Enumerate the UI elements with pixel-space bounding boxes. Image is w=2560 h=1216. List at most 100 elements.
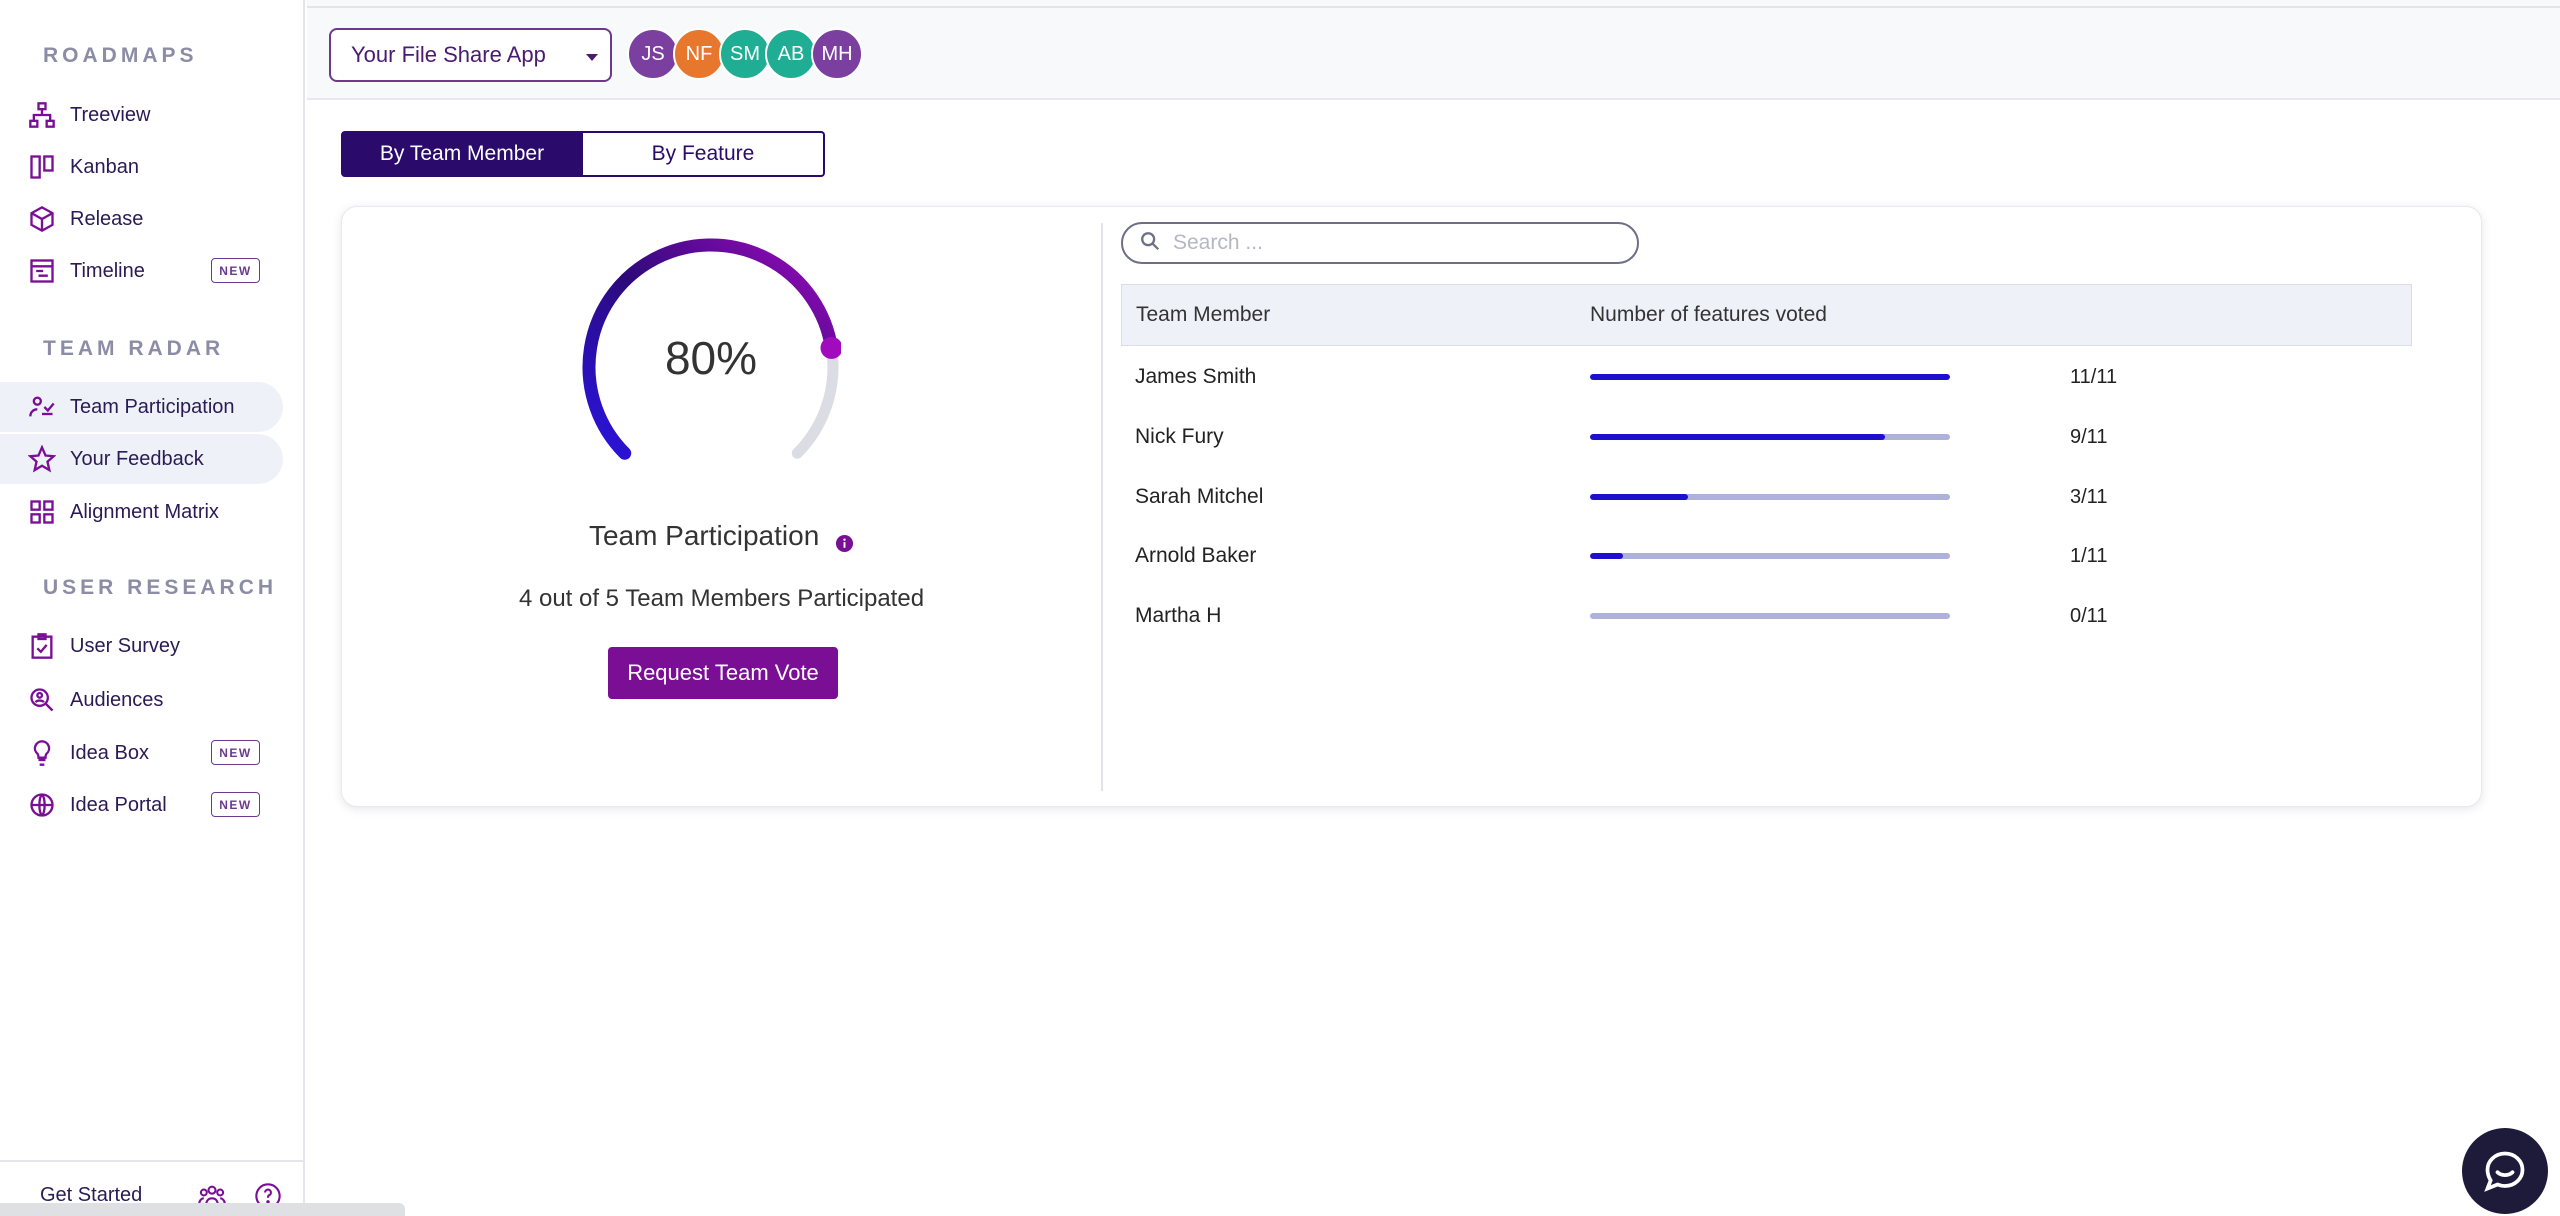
- votes-progress-track: [1590, 553, 1950, 559]
- request-team-vote-button[interactable]: Request Team Vote: [608, 647, 838, 699]
- new-badge: NEW: [211, 258, 260, 283]
- clipboard-check-icon: [28, 632, 56, 660]
- sidebar-item-your-feedback[interactable]: Your Feedback: [0, 434, 283, 484]
- lightbulb-icon: [28, 739, 56, 767]
- avatar[interactable]: AB: [765, 28, 817, 80]
- team-participation-icon: [28, 393, 56, 421]
- sidebar-item-label: Idea Box: [70, 741, 149, 764]
- member-name: Nick Fury: [1135, 425, 1224, 448]
- participation-percent: 80%: [664, 332, 758, 384]
- sidebar-item-idea-box[interactable]: Idea Box NEW: [0, 728, 283, 778]
- avatar[interactable]: JS: [627, 28, 679, 80]
- gauge-fill: [582, 238, 838, 460]
- votes-count: 1/11: [2070, 545, 2108, 567]
- view-toggle: By Team Member By Feature: [341, 131, 825, 177]
- sidebar-item-release[interactable]: Release: [0, 194, 283, 244]
- table-row: Martha H 0/11: [1121, 586, 2412, 646]
- votes-progress-track: [1590, 374, 1950, 380]
- chat-bubble-icon: [2484, 1151, 2525, 1192]
- table-header: Team Member Number of features voted: [1121, 284, 2412, 346]
- star-icon: [28, 445, 56, 473]
- sidebar-item-label: Timeline: [70, 259, 145, 282]
- votes-count: 9/11: [2070, 426, 2108, 448]
- sidebar-item-label: Treeview: [70, 103, 151, 126]
- sidebar-item-team-participation[interactable]: Team Participation: [0, 382, 283, 432]
- votes-progress-fill: [1590, 374, 1950, 380]
- sidebar: ROADMAPS Treeview Kanban Release Timelin…: [0, 0, 405, 1216]
- votes-progress-fill: [1590, 553, 1623, 559]
- votes-progress-track: [1590, 434, 1950, 440]
- grid-icon: [28, 498, 56, 526]
- gauge-knob: [820, 336, 841, 359]
- member-name: James Smith: [1135, 365, 1257, 388]
- votes-progress-track: [1590, 613, 1950, 619]
- sidebar-item-label: Idea Portal: [70, 793, 167, 816]
- timeline-icon: [28, 257, 56, 285]
- app-select-dropdown[interactable]: Your File Share App: [329, 28, 612, 82]
- section-title-roadmaps: ROADMAPS: [43, 44, 198, 67]
- avatar[interactable]: SM: [719, 28, 771, 80]
- get-started-link[interactable]: Get Started: [40, 1184, 143, 1206]
- sidebar-item-alignment-matrix[interactable]: Alignment Matrix: [0, 487, 283, 537]
- votes-progress-track: [1590, 494, 1950, 500]
- divider: [1101, 223, 1103, 791]
- table-row: Arnold Baker 1/11: [1121, 526, 2412, 586]
- top-bar: Your File Share App JS NF SM AB MH: [307, 0, 2560, 100]
- sidebar-item-timeline[interactable]: Timeline NEW: [0, 246, 283, 296]
- new-badge: NEW: [211, 740, 260, 765]
- votes-progress-fill: [1590, 494, 1689, 500]
- sidebar-item-audiences[interactable]: Audiences: [0, 675, 283, 725]
- votes-count: 3/11: [2070, 486, 2108, 508]
- search-input[interactable]: [1173, 231, 1613, 255]
- info-icon[interactable]: [835, 528, 854, 553]
- app-select-value: Your File Share App: [351, 42, 546, 67]
- participation-title-text: Team Participation: [588, 520, 820, 551]
- column-header-features-voted[interactable]: Number of features voted: [1590, 303, 1827, 326]
- sidebar-item-label: User Survey: [70, 634, 181, 657]
- sidebar-item-label: Release: [70, 207, 144, 230]
- by-feature-tab[interactable]: By Feature: [583, 131, 825, 177]
- kanban-icon: [28, 153, 56, 181]
- globe-icon: [28, 791, 56, 819]
- table-row: James Smith 11/11: [1121, 347, 2412, 407]
- votes-count: 0/11: [2070, 605, 2108, 627]
- tree-icon: [28, 101, 56, 129]
- column-header-team-member[interactable]: Team Member: [1136, 303, 1271, 326]
- by-team-member-tab[interactable]: By Team Member: [341, 131, 583, 177]
- sidebar-item-idea-portal[interactable]: Idea Portal NEW: [0, 780, 283, 830]
- box-icon: [28, 205, 56, 233]
- table-row: Sarah Mitchel 3/11: [1121, 467, 2412, 527]
- table-row: Nick Fury 9/11: [1121, 407, 2412, 467]
- divider: [307, 6, 2560, 8]
- caret-down-icon: [586, 54, 598, 61]
- sidebar-item-treeview[interactable]: Treeview: [0, 90, 283, 140]
- sidebar-item-user-survey[interactable]: User Survey: [0, 621, 283, 671]
- participation-title: Team Participation: [342, 520, 1101, 553]
- member-name: Sarah Mitchel: [1135, 485, 1264, 508]
- sidebar-item-label: Audiences: [70, 688, 164, 711]
- search-icon: [1139, 230, 1161, 257]
- status-url-strip: [0, 1203, 405, 1216]
- avatar[interactable]: NF: [673, 28, 725, 80]
- participation-card: 80% Team Participation 4 out of 5 Team M…: [341, 206, 2482, 807]
- search-box: [1121, 222, 1639, 264]
- votes-progress-fill: [1590, 434, 1885, 440]
- new-badge: NEW: [211, 792, 260, 817]
- sidebar-item-kanban[interactable]: Kanban: [0, 142, 283, 192]
- section-title-team-radar: TEAM RADAR: [43, 337, 225, 360]
- participation-gauge: [582, 238, 841, 460]
- section-title-user-research: USER RESEARCH: [43, 576, 278, 599]
- member-name: Martha H: [1135, 604, 1222, 627]
- sidebar-item-label: Kanban: [70, 155, 139, 178]
- chat-support-button[interactable]: [2462, 1128, 2548, 1214]
- sidebar-item-label: Your Feedback: [70, 447, 204, 470]
- sidebar-item-label: Alignment Matrix: [70, 500, 219, 523]
- avatar-group: JS NF SM AB MH: [627, 28, 863, 80]
- sidebar-item-label: Team Participation: [70, 395, 235, 418]
- participated-summary: 4 out of 5 Team Members Participated: [518, 585, 925, 612]
- votes-count: 11/11: [2070, 366, 2118, 388]
- member-name: Arnold Baker: [1135, 544, 1257, 567]
- avatar[interactable]: MH: [811, 28, 863, 80]
- user-search-icon: [28, 686, 56, 714]
